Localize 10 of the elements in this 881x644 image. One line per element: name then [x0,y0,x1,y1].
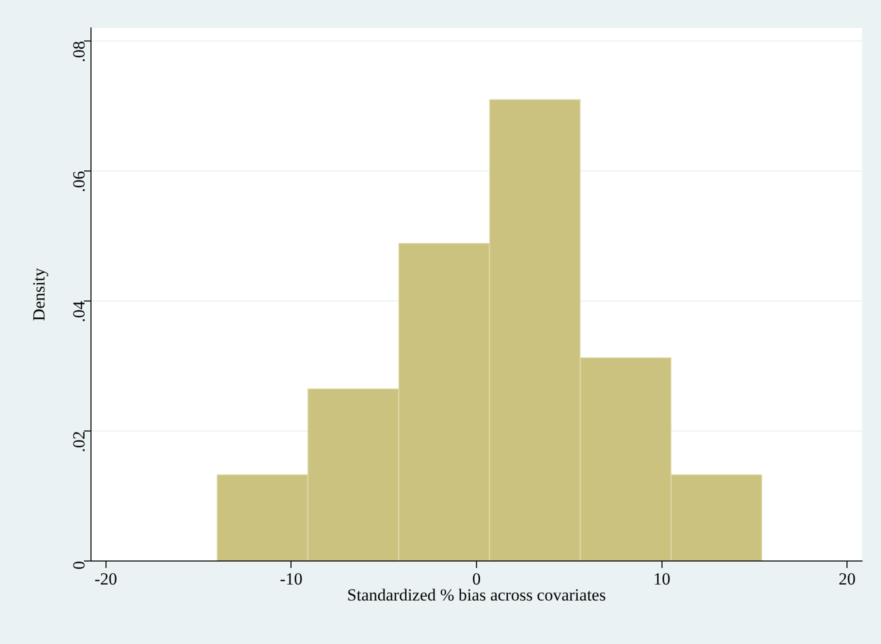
x-tick-label: -20 [94,570,118,589]
x-tick-label: 20 [838,570,856,589]
x-tick-label: 10 [653,570,670,589]
y-tick-label: .04 [69,300,88,322]
y-tick-label: 0 [69,561,88,570]
y-tick-label: .08 [69,41,88,62]
y-tick-label: .02 [69,431,88,452]
y-tick-label: .06 [69,171,88,192]
x-tick-label: -10 [280,570,302,589]
y-axis-title: Density [30,268,49,321]
